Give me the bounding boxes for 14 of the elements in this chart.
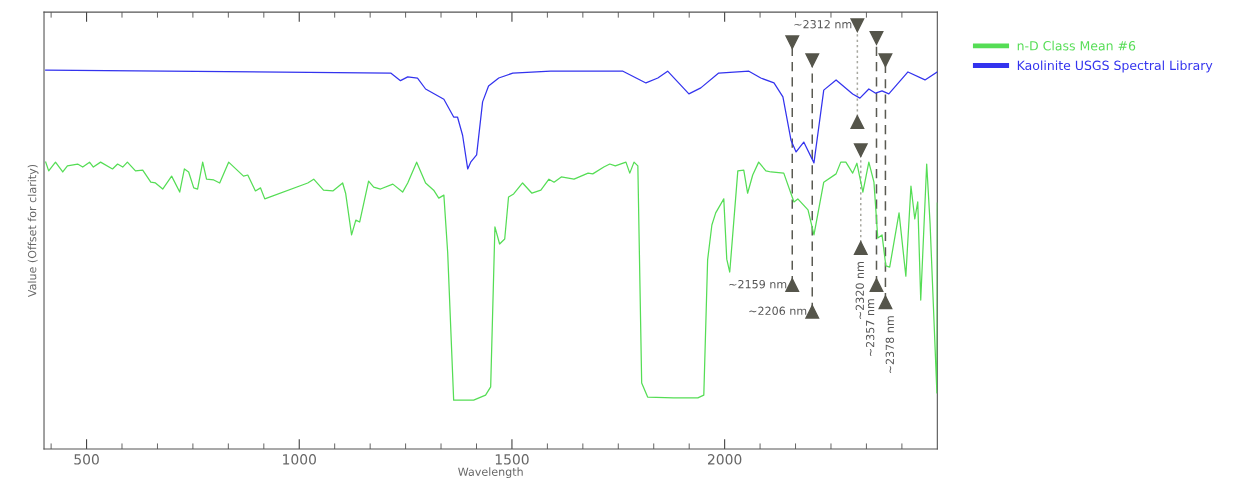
x-tick-label: 1500 (495, 454, 529, 465)
ref-line-label: ~2159 nm (729, 279, 787, 289)
x-tick-label: 2000 (707, 454, 742, 465)
y-axis-title: Value (Offset for clarity) (27, 164, 39, 298)
ref-line-label: ~2206 nm (749, 306, 807, 316)
x-tick-label: 1000 (283, 454, 316, 465)
ref-line-label: ~2320 nm (855, 262, 864, 319)
text: Kaolinite USGS Spectral Library (1017, 60, 1213, 73)
ref-line-label: ~2378 nm (885, 316, 895, 374)
ref-line-label: ~2312 nm (794, 20, 852, 29)
ref-line-label: ~2357 nm (865, 299, 875, 357)
x-axis-title: Wavelength (458, 467, 523, 479)
text: n-D Class Mean #6 (1017, 40, 1136, 51)
x-tick-label: 500 (74, 454, 99, 465)
